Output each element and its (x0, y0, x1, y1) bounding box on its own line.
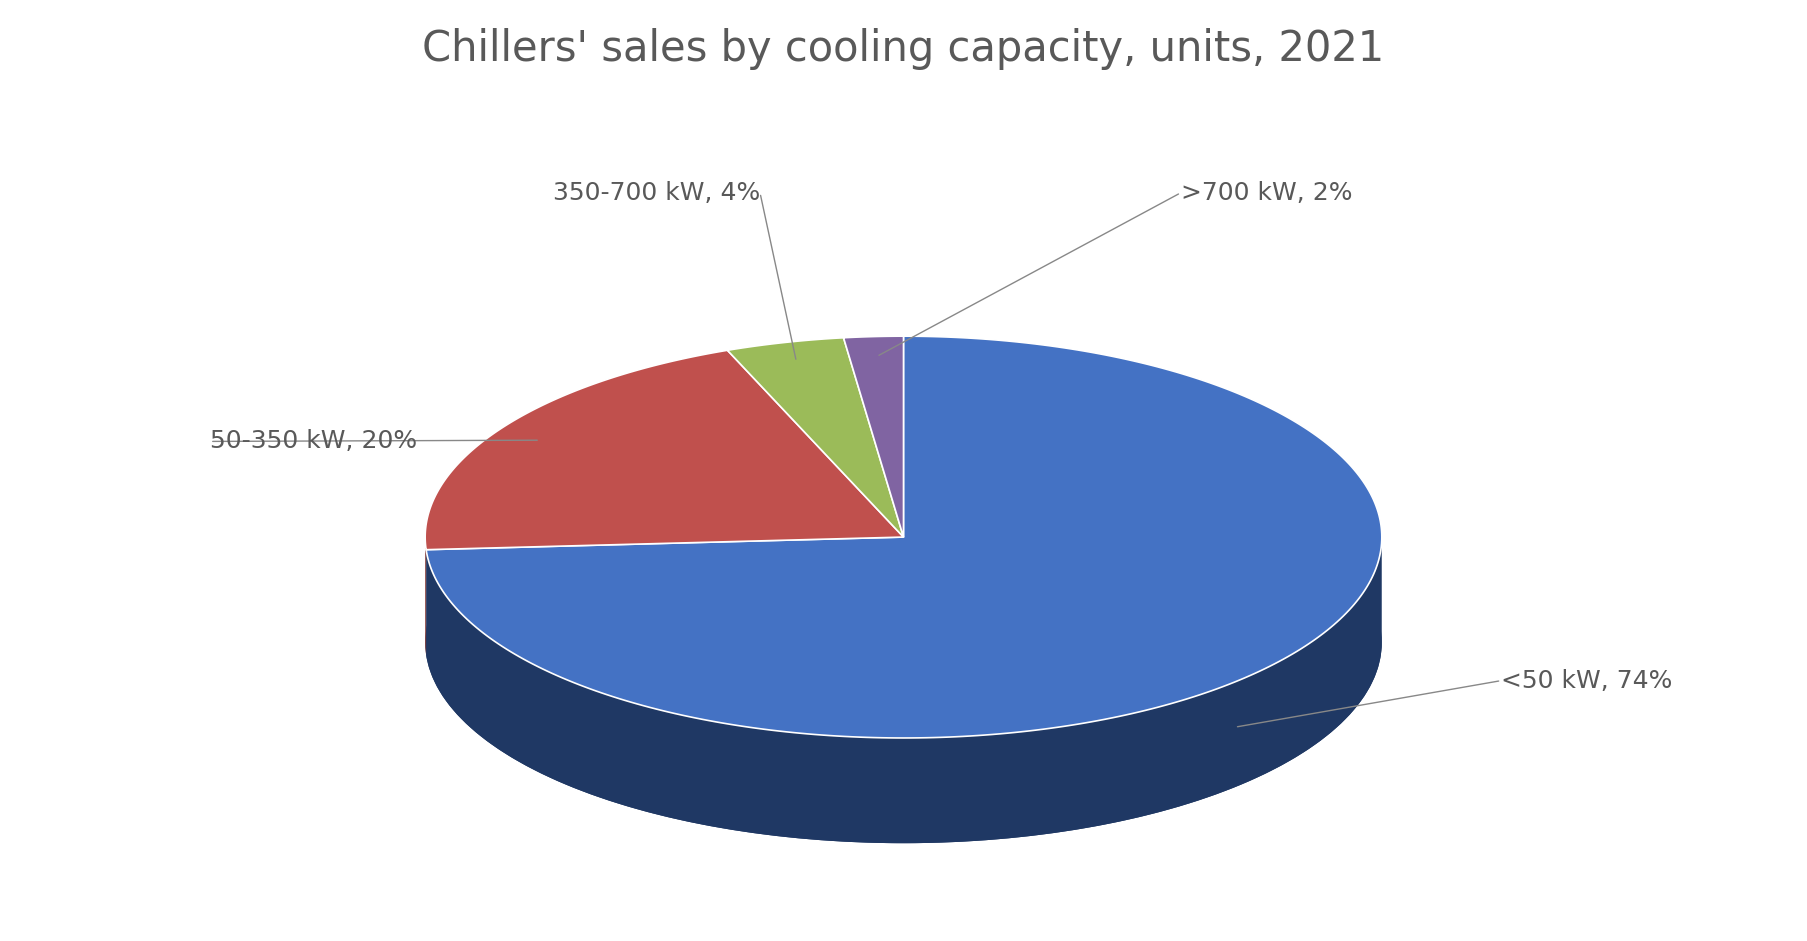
Polygon shape (426, 541, 1382, 843)
Text: <50 kW, 74%: <50 kW, 74% (1502, 668, 1673, 693)
Text: 350-700 kW, 4%: 350-700 kW, 4% (553, 181, 761, 205)
Polygon shape (844, 336, 904, 537)
Polygon shape (426, 336, 1382, 738)
Ellipse shape (425, 441, 1382, 843)
Text: Chillers' sales by cooling capacity, units, 2021: Chillers' sales by cooling capacity, uni… (423, 28, 1384, 71)
Polygon shape (425, 350, 904, 550)
Polygon shape (728, 338, 904, 537)
Text: 50-350 kW, 20%: 50-350 kW, 20% (210, 429, 417, 454)
Text: >700 kW, 2%: >700 kW, 2% (1182, 181, 1352, 205)
